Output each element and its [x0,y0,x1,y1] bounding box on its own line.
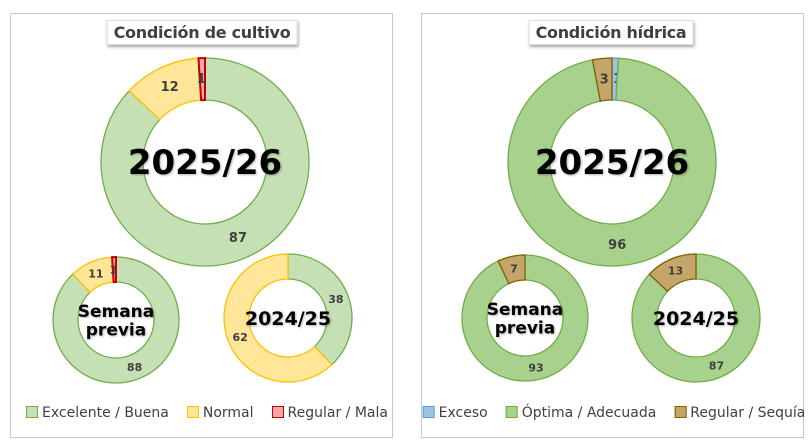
legend-item: Exceso [422,405,488,421]
slice-value-label: 93 [528,361,543,374]
legend-swatch-icon [186,406,199,418]
donut-slice [287,253,353,366]
ring-center-label: 2025/26 [128,143,282,183]
crop-condition-title: Condición de cultivo [106,20,298,45]
legend-swatch-icon [505,406,518,418]
legend-swatch-icon [271,406,284,418]
donut-slice [461,254,589,382]
crop-legend: Excelente / Buena Normal Regular / Mala [26,405,388,421]
donut-slice [507,57,717,267]
legend-item: Normal [186,405,254,421]
slice-value-label: 1 [110,264,118,277]
slice-value-label: 7 [510,263,518,276]
legend-item: Regular / Mala [271,405,388,421]
ring-center-label: 2024/25 [653,308,739,330]
donut-slice [497,254,526,285]
donut-slice [52,256,180,384]
legend-item: Óptima / Adecuada [505,405,657,421]
donut-slice [591,57,613,102]
donut-slice [110,255,117,284]
slice-value-label: 87 [709,359,724,372]
ring-center-label: Semana [78,302,155,322]
legend-swatch-icon [674,406,687,418]
ring-center-label: 2024/25 [245,308,331,330]
ring-center-label: previa [86,320,146,340]
legend-item: Regular / Sequía [674,405,805,421]
water-legend: Exceso Óptima / Adecuada Regular / Sequía [422,405,805,421]
slice-value-label: 12 [161,80,179,95]
legend-label: Excelente / Buena [42,405,169,421]
water-condition-title: Condición hídrica [528,20,694,45]
slice-value-label: 62 [232,331,247,344]
legend-item: Excelente / Buena [26,405,169,421]
donut-slice [100,57,310,267]
donut-slice [223,253,333,383]
legend-label: Normal [202,405,254,421]
ring-center-label: Semana [487,300,564,320]
slice-value-label: 11 [88,268,103,281]
slice-value-label: 87 [229,231,247,246]
ring-center-label: previa [495,318,555,338]
donut-slice [648,253,697,293]
ring-center-label: 2025/26 [535,143,689,183]
legend-label: Regular / Mala [287,405,388,421]
slice-value-label: 1 [197,72,206,87]
slice-value-label: 3 [600,72,609,87]
legend-label: Regular / Sequía [690,405,806,421]
slice-value-label: 38 [328,293,343,306]
legend-label: Óptima / Adecuada [521,405,657,421]
slice-value-label: 88 [127,361,142,374]
donut-slice [631,253,761,383]
donut-slice [197,56,206,102]
legend-swatch-icon [422,406,435,418]
slice-value-label: 96 [608,238,626,253]
crop-condition-panel [10,13,393,438]
legend-label: Exceso [438,405,488,421]
slice-value-label: 13 [668,265,683,278]
water-condition-panel [421,13,804,438]
legend-swatch-icon [26,406,39,418]
